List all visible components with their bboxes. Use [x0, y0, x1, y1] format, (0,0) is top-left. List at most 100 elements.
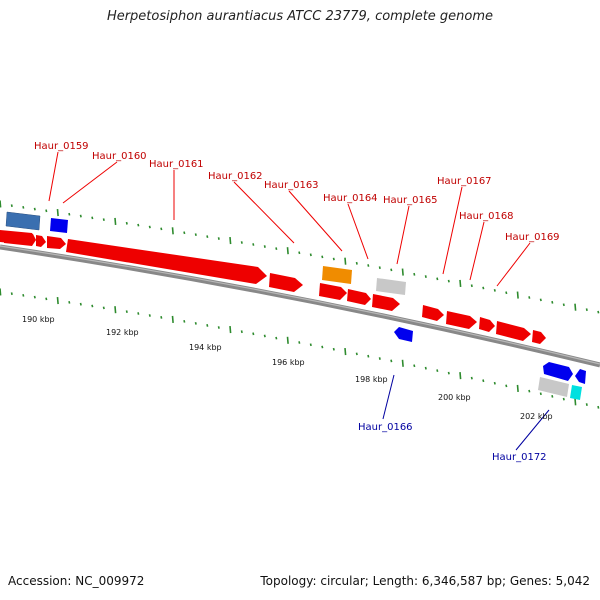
minor-tick	[309, 253, 312, 257]
gene-forward[interactable]	[47, 236, 66, 249]
gene-pseudo[interactable]	[376, 278, 406, 295]
gene-rna[interactable]	[5, 211, 41, 231]
gene-forward[interactable]	[4, 231, 36, 246]
minor-tick	[378, 357, 381, 360]
major-tick	[516, 384, 519, 393]
minor-tick	[240, 241, 243, 244]
minor-tick	[160, 227, 163, 231]
minor-tick	[22, 205, 25, 209]
minor-tick	[79, 214, 82, 218]
gene-label[interactable]: Haur_0161	[149, 159, 204, 170]
minor-tick	[424, 366, 427, 370]
gene-forward[interactable]	[496, 321, 531, 341]
gene-forward[interactable]	[319, 283, 347, 300]
gene-forward[interactable]	[66, 239, 267, 284]
minor-tick	[206, 324, 209, 327]
minor-tick	[252, 332, 255, 336]
major-tick	[56, 208, 59, 217]
minor-tick	[68, 212, 71, 216]
major-tick	[286, 247, 289, 255]
gene-label[interactable]: Haur_0169	[505, 232, 560, 243]
gene-forward[interactable]	[372, 294, 400, 311]
major-tick	[459, 372, 462, 380]
gene-label[interactable]: Haur_0168	[459, 211, 514, 222]
scale-label: 198 kbp	[355, 375, 388, 384]
minor-tick	[390, 268, 393, 272]
gene-label[interactable]: Haur_0159	[34, 141, 89, 152]
minor-tick	[367, 264, 370, 267]
minor-tick	[551, 395, 554, 398]
gene-forward[interactable]	[479, 317, 495, 332]
gene-forward[interactable]	[36, 235, 46, 247]
minor-tick	[539, 392, 542, 396]
minor-tick	[482, 286, 485, 290]
gene-pseudo[interactable]	[538, 377, 569, 397]
gene-forward[interactable]	[446, 311, 477, 329]
minor-tick	[493, 288, 496, 292]
minor-tick	[217, 237, 220, 240]
gene-other[interactable]	[322, 266, 352, 284]
gene-reverse[interactable]	[543, 362, 573, 381]
major-tick	[286, 336, 289, 344]
minor-tick	[263, 334, 266, 338]
minor-tick	[183, 319, 186, 323]
minor-tick	[321, 345, 324, 349]
gene-label[interactable]: Haur_0160	[92, 151, 147, 162]
minor-tick	[309, 343, 312, 347]
genome-backbone	[0, 244, 600, 368]
minor-tick	[68, 300, 71, 304]
minor-tick	[528, 389, 531, 393]
inner-tick-track	[0, 288, 600, 409]
gene-reverse[interactable]	[575, 369, 586, 384]
major-tick	[344, 347, 347, 356]
major-tick	[171, 227, 174, 235]
minor-tick	[10, 204, 13, 208]
gene-other[interactable]	[570, 385, 582, 400]
major-tick	[344, 257, 347, 265]
minor-tick	[470, 284, 473, 288]
gene-label[interactable]: Haur_0166	[358, 422, 413, 433]
gene-label[interactable]: Haur_0162	[208, 171, 263, 182]
gene-forward[interactable]	[347, 289, 371, 305]
minor-tick	[148, 225, 151, 229]
minor-tick	[33, 207, 36, 211]
gene-labels: Haur_0159 Haur_0160 Haur_0161 Haur_0162 …	[34, 141, 560, 463]
major-tick	[401, 268, 404, 276]
minor-tick	[562, 397, 565, 401]
gene-label[interactable]: Haur_0163	[264, 180, 319, 191]
major-tick	[229, 326, 232, 334]
major-tick	[0, 200, 2, 208]
minor-tick	[91, 304, 94, 308]
minor-tick	[137, 223, 140, 227]
minor-tick	[206, 235, 209, 238]
map-title: Herpetosiphon aurantiacus ATCC 23779, co…	[106, 9, 494, 24]
gene-forward[interactable]	[532, 330, 546, 344]
gene-label[interactable]: Haur_0164	[323, 193, 378, 204]
minor-tick	[275, 247, 278, 250]
minor-tick	[562, 303, 565, 307]
genome-summary-text: Topology: circular; Length: 6,346,587 bp…	[260, 574, 590, 588]
minor-tick	[33, 295, 36, 299]
gene-reverse[interactable]	[50, 218, 68, 233]
gene-label[interactable]: Haur_0165	[383, 195, 438, 206]
major-tick	[0, 288, 2, 296]
minor-tick	[332, 257, 335, 261]
gene-label[interactable]: Haur_0172	[492, 452, 547, 463]
gene-label[interactable]: Haur_0167	[437, 176, 492, 187]
gene-forward[interactable]	[269, 273, 303, 292]
genome-backbone-highlight	[0, 245, 600, 365]
minor-tick	[332, 347, 335, 351]
minor-tick	[447, 371, 450, 375]
minor-tick	[217, 326, 220, 329]
gene-forward[interactable]	[422, 305, 444, 321]
major-tick	[171, 315, 174, 323]
minor-tick	[263, 245, 266, 248]
minor-tick	[275, 336, 278, 340]
major-tick	[229, 236, 232, 245]
minor-tick	[413, 272, 416, 276]
gene-reverse[interactable]	[394, 327, 413, 342]
minor-tick	[79, 302, 82, 306]
scale-label: 200 kbp	[438, 393, 471, 402]
minor-tick	[551, 300, 554, 304]
